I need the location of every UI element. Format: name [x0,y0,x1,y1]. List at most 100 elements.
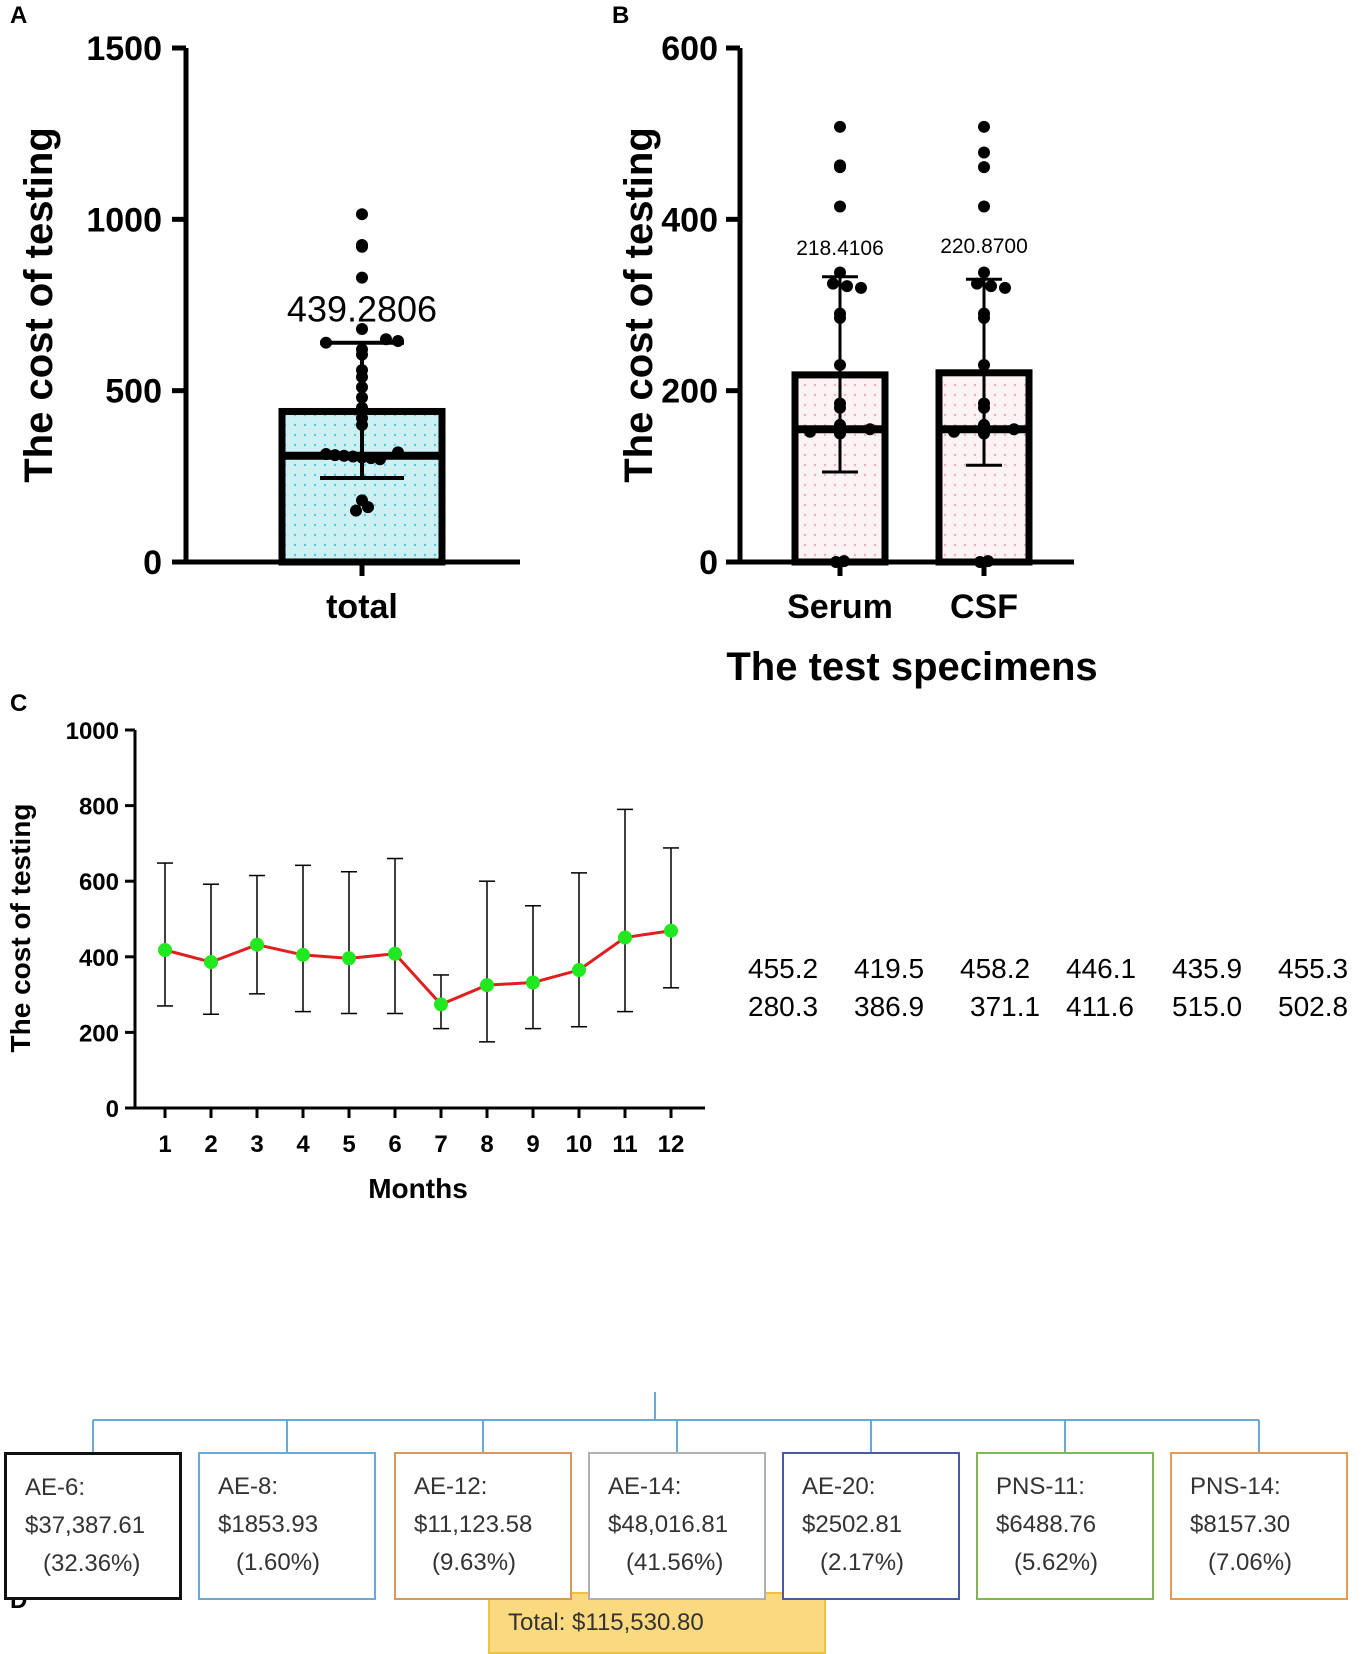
category-name: AE-8: [218,1473,279,1500]
category-box: PNS-11: $6488.76 (5.62%) [976,1452,1154,1600]
data-point [978,311,990,324]
data-point [664,923,678,938]
y-axis-title: The cost of testing [5,804,36,1053]
data-point [320,336,332,349]
x-tick-label: Serum [787,588,893,626]
data-point [978,146,990,159]
value-cell: 455.3 [1278,953,1349,984]
value-cell: 419.5 [854,953,925,984]
data-point [356,322,368,335]
tree-connectors [92,1392,1260,1452]
y-tick-label: 400 [661,201,718,239]
y-tick-label: 200 [79,1020,119,1047]
data-point [356,391,368,404]
value-cell: 515.0 [1172,991,1243,1022]
value-cell: 280.3 [748,991,819,1022]
data-point [855,281,867,294]
category-box: AE-6: $37,387.61 (32.36%) [4,1452,182,1600]
category-pct: (32.36%) [43,1550,141,1577]
data-point [158,942,172,957]
chart-a: 0 500 1000 1500 The cost of testing 439.2806 t… [17,30,520,626]
y-tick-label: 1000 [66,718,119,745]
data-point [978,401,990,414]
data-point [978,120,990,133]
x-tick-label: 3 [250,1131,263,1158]
x-tick-label: 5 [342,1131,355,1158]
data-point [804,425,816,438]
y-tick-label: 600 [661,30,718,68]
data-point [356,208,368,221]
value-cell: 455.2 [748,953,819,984]
data-point [834,401,846,414]
data-point [250,937,264,952]
data-point [618,930,632,945]
category-amount: $8157.30 [1190,1511,1291,1538]
data-point [999,281,1011,294]
data-point [356,370,368,383]
category-box: PNS-14: $8157.30 (7.06%) [1170,1452,1348,1600]
y-tick-label: 800 [79,794,119,821]
value-table-row: 280.3 386.9 371.1 411.6 515.0 502.8 [748,988,1367,1026]
data-point [365,452,377,465]
data-point [362,501,374,514]
x-axis-title: The test specimens [726,645,1097,689]
data-point [978,427,990,440]
data-point [948,425,960,438]
value-cell: 435.9 [1172,953,1243,984]
data-point [356,451,368,464]
data-point [356,271,368,284]
data-point [978,418,990,431]
data-point [356,401,368,414]
y-tick-label: 0 [143,544,162,582]
data-point [342,951,356,966]
data-point [480,978,494,993]
category-name: AE-14: [608,1473,682,1500]
x-tick-label: 10 [566,1131,593,1158]
data-point [388,946,402,961]
data-point [834,120,846,133]
series-line [164,929,672,1007]
x-tick-label: 12 [658,1131,685,1158]
category-name: AE-20: [802,1473,876,1500]
y-tick-label: 500 [105,373,162,411]
category-amount: $48,016.81 [608,1511,729,1538]
category-pct: (41.56%) [626,1549,724,1576]
data-point [834,311,846,324]
data-point [834,358,846,371]
value-table-row: 455.2 419.5 458.2 446.1 435.9 455.3 [748,950,1367,988]
x-tick-label: 6 [388,1131,401,1158]
chart-b: 0 200 400 600 The cost of testing 218.4106 Ser… [617,30,1098,689]
y-axis-title: The cost of testing [17,127,61,483]
value-cell: 458.2 [960,953,1031,984]
category-box: AE-8: $1853.93 (1.60%) [198,1452,376,1600]
data-point [320,448,332,461]
bar-value-label: 218.4106 [796,237,884,260]
bar-value-label: 439.2806 [287,288,437,329]
x-axis-title: Months [368,1173,468,1204]
data-point [434,997,448,1012]
panel-label-b: B [612,2,630,29]
x-tick-label: total [326,588,398,626]
category-box: AE-12: $11,123.58 (9.63%) [394,1452,572,1600]
data-point [841,280,853,293]
category-box: AE-20: $2502.81 (2.17%) [782,1452,960,1600]
category-name: PNS-14: [1190,1473,1281,1500]
category-name: AE-6: [25,1474,86,1501]
panel-label-a: A [10,2,28,29]
data-point [296,947,310,962]
category-amount: $6488.76 [996,1511,1097,1538]
data-point [985,280,997,293]
category-pct: (2.17%) [820,1549,905,1576]
panel-label-c: C [10,690,28,717]
data-point [978,358,990,371]
bar-value-label: 220.8700 [940,235,1028,258]
y-tick-label: 200 [661,373,718,411]
data-point [834,200,846,213]
value-cell: 411.6 [1066,991,1134,1022]
x-tick-label: 2 [204,1131,217,1158]
data-point [978,266,990,279]
category-amount: $11,123.58 [414,1511,533,1538]
data-point [350,504,362,517]
data-point [374,453,386,466]
